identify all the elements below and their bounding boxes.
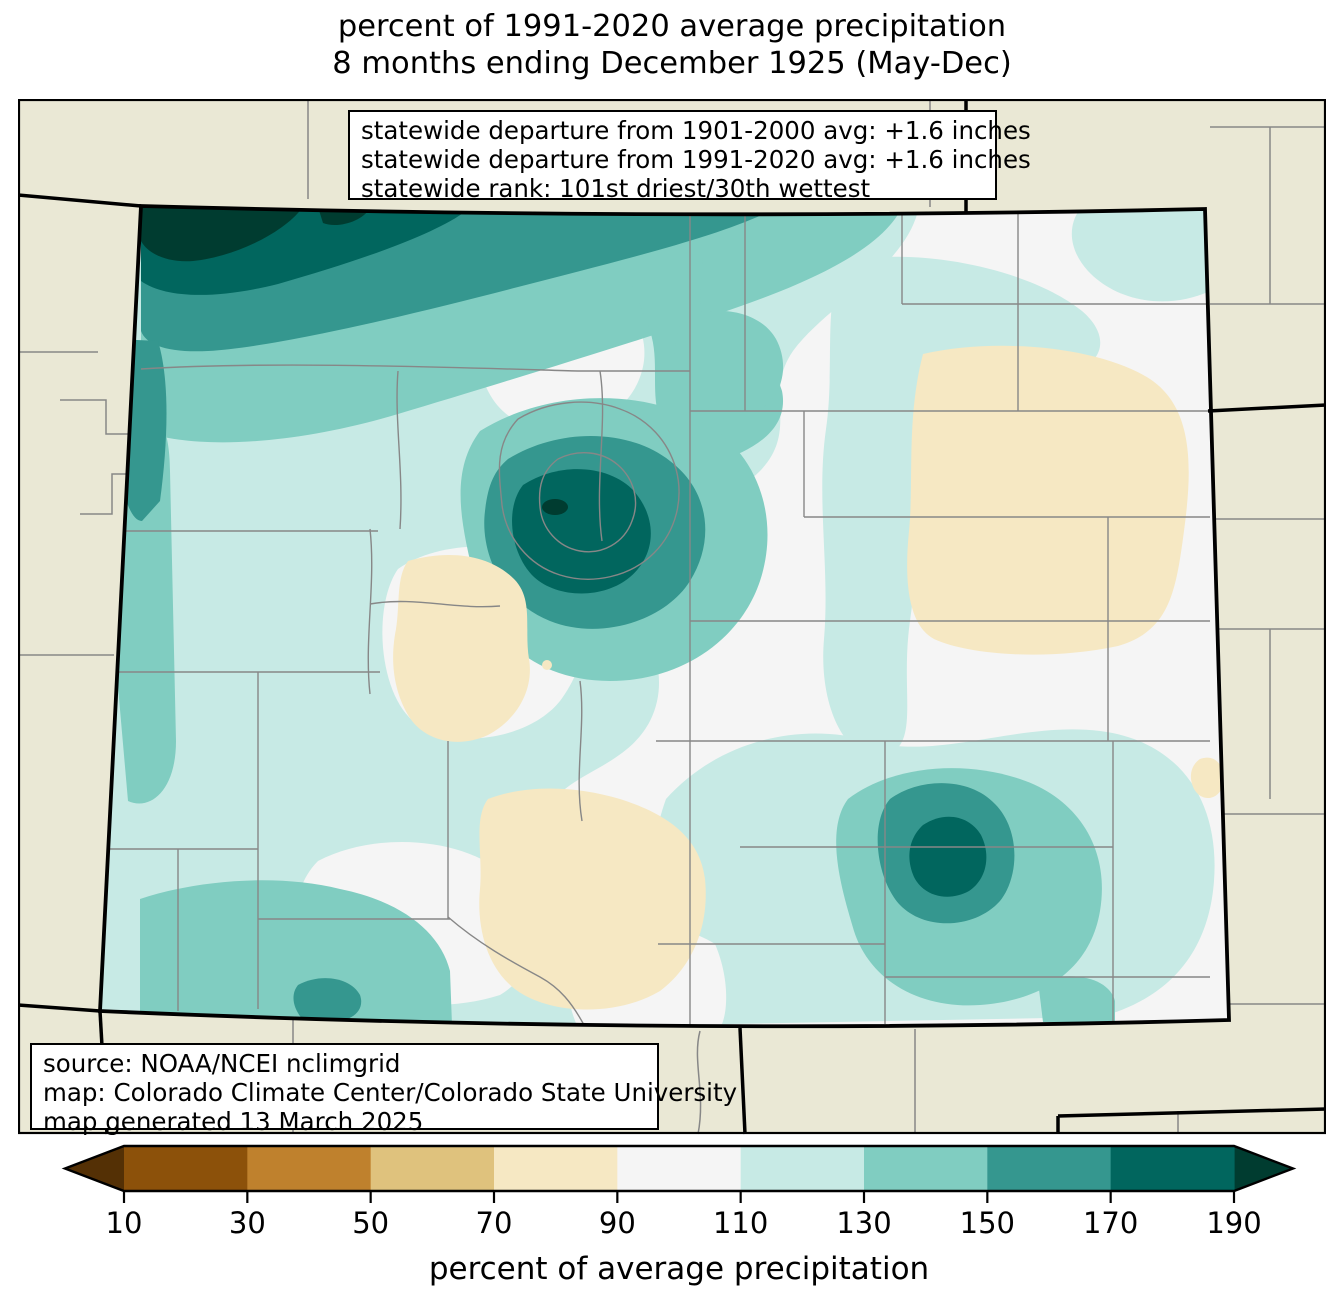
source-box: source: NOAA/NCEI nclimgrid map: Colorado… [30,1043,738,1136]
state-borders [18,99,1326,1135]
colorbar-segment [1110,1146,1235,1191]
colorado-border [98,204,1231,1029]
over-range-arrow [1234,1146,1293,1191]
colorbar-segment [124,1146,248,1191]
stats-box: statewide departure from 1901-2000 avg: … [348,110,1031,203]
colorbar-outline [61,1144,1297,1193]
colorbar-ticks [122,1191,1236,1203]
under-range-arrow [65,1146,124,1191]
colorbar-segment [617,1146,742,1191]
title-line-2: 8 months ending December 1925 (May-Dec) [332,46,1012,81]
colorado-precip-shading [100,206,1229,1027]
figure-title: percent of 1991-2020 average precipitati… [0,8,1344,82]
precipitation-map [18,99,1326,1135]
precip-region-70-90 [393,345,1224,1010]
source-line: map: Colorado Climate Center/Colorado St… [43,1078,738,1107]
colorbar-tick-label: 130 [836,1206,891,1240]
colorbar-tick-label: 70 [476,1206,513,1240]
colorbar-tick-label: 30 [229,1206,266,1240]
colorbar-segments [65,1146,1293,1191]
colorbar-segment [864,1146,988,1191]
source-line: source: NOAA/NCEI nclimgrid [43,1049,401,1078]
map-panel: statewide departure from 1901-2000 avg: … [18,99,1326,1136]
colorbar-segment [370,1146,495,1191]
colorbar-tick-label: 190 [1206,1206,1261,1240]
stat-line: statewide rank: 101st driest/30th wettes… [361,174,871,203]
source-line: map generated 13 March 2025 [43,1107,424,1136]
colorbar-segment [494,1146,618,1191]
map-frame [18,99,1326,1135]
county-boundaries [100,211,1210,1027]
colorbar-tick-label: 10 [106,1206,143,1240]
colorbar-segment [740,1146,865,1191]
colorbar-tick-label: 150 [960,1206,1015,1240]
colorbar-tick-label: 90 [599,1206,636,1240]
stat-line: statewide departure from 1991-2020 avg: … [361,145,1031,174]
colorbar-tick-label: 110 [713,1206,768,1240]
colorbar-tick-label: 50 [352,1206,389,1240]
colorbar-segment [987,1146,1112,1191]
colorbar-segment [247,1146,372,1191]
stat-line: statewide departure from 1901-2000 avg: … [361,116,1031,145]
colorbar-tick-label: 170 [1083,1206,1138,1240]
colorbar-tick-labels: 10 30 50 70 90 110 130 150 170 190 [106,1206,1262,1240]
colorbar: 10 30 50 70 90 110 130 150 170 190 percent of ave… [61,1144,1297,1287]
colorbar-axis-label: percent of average precipitation [429,1251,929,1287]
title-line-1: percent of 1991-2020 average precipitati… [337,9,1007,44]
